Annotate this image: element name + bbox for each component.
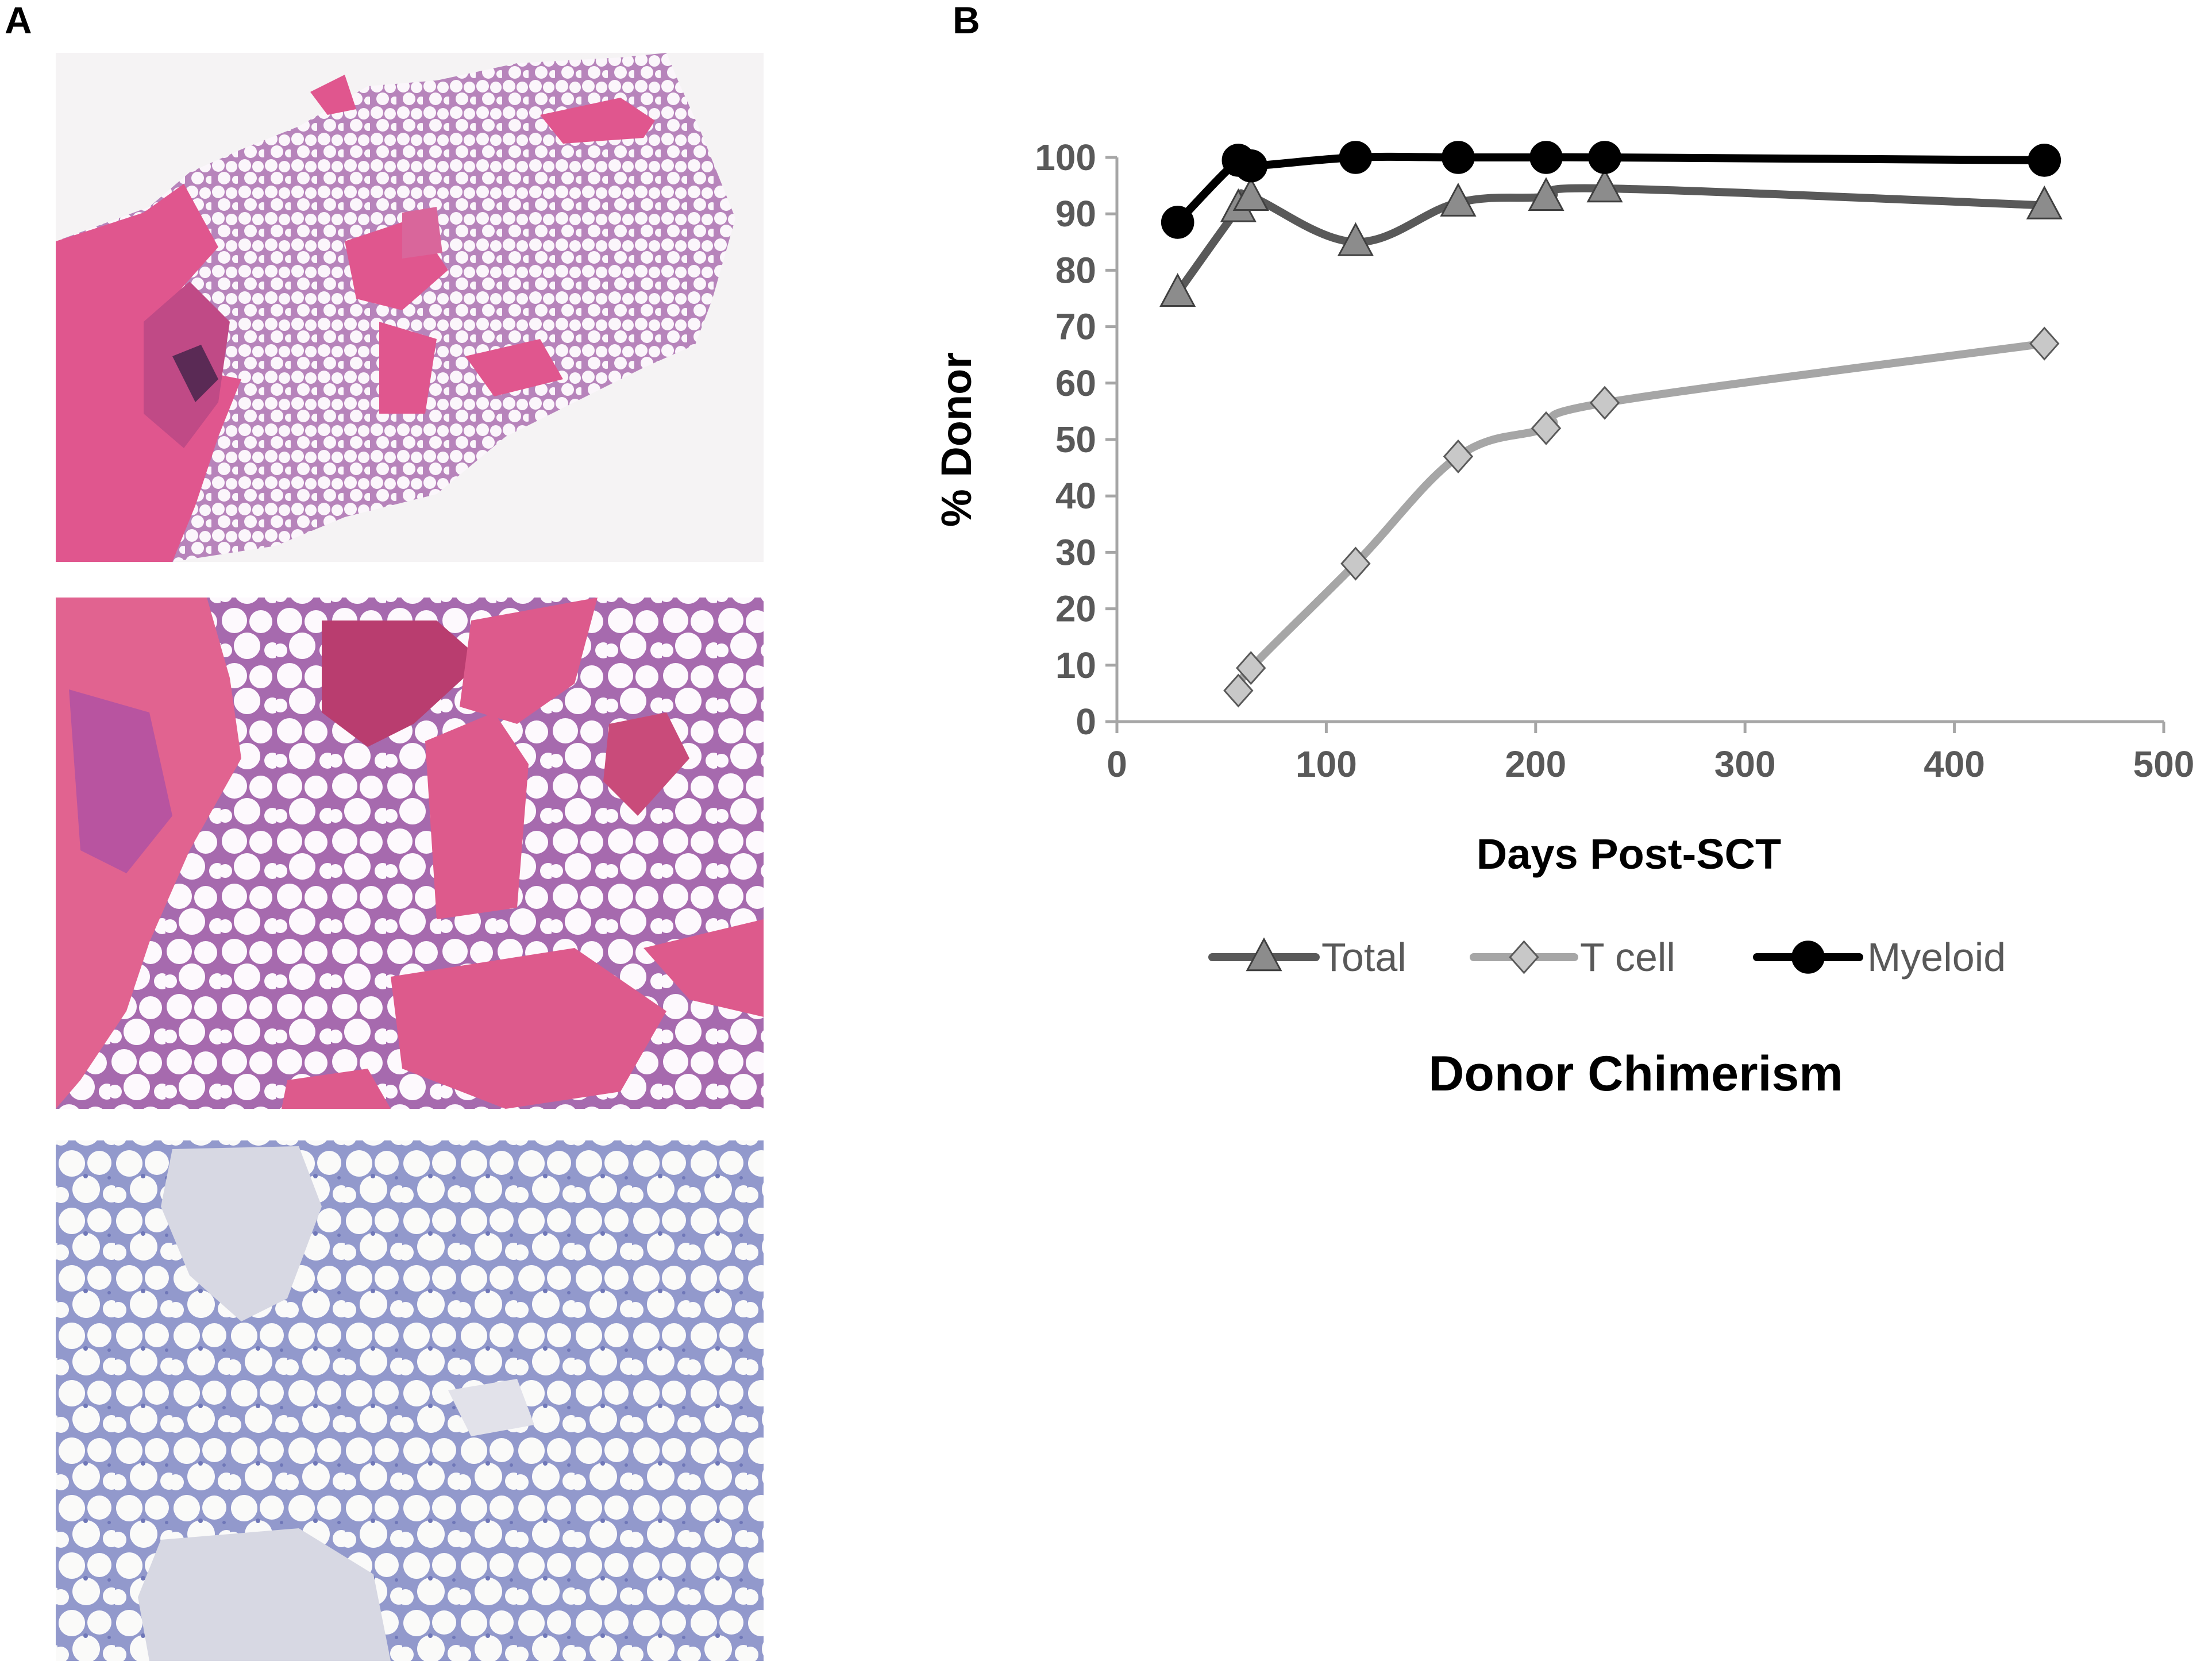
legend-item-myeloid: Myeloid [1753, 935, 2006, 980]
data-point-myeloid [1339, 141, 1373, 174]
data-point-t-cell [1223, 673, 1254, 708]
x-tick-label: 0 [1107, 743, 1127, 785]
data-point-t-cell [1589, 386, 1620, 420]
chart-title: Donor Chimerism [1428, 1046, 1843, 1101]
legend-label-total: Total [1321, 935, 1406, 980]
panel-a-label: A [5, 0, 32, 41]
legend-marker-t-cell [1509, 940, 1539, 974]
y-tick-label: 60 [1055, 363, 1096, 404]
data-point-myeloid [1442, 141, 1475, 174]
series-line-total [1173, 184, 2049, 297]
data-point-myeloid [1588, 141, 1621, 174]
data-point-myeloid [1234, 149, 1267, 183]
legend-label-myeloid: Myeloid [1867, 935, 2006, 980]
data-point-myeloid [1161, 206, 1194, 239]
series-line-t-cell [1234, 340, 2049, 695]
x-tick-label: 300 [1714, 743, 1776, 785]
data-point-total [1232, 177, 1269, 211]
data-point-t-cell [1236, 651, 1266, 685]
histology-image-immunostain [56, 1140, 764, 1661]
data-point-myeloid [1529, 141, 1563, 174]
x-tick-label: 100 [1296, 743, 1357, 785]
data-point-total [1159, 273, 1196, 307]
x-tick-label: 400 [1924, 743, 1985, 785]
chart-legend: Total T cell Myeloid [1208, 935, 2006, 980]
y-axis-ticks: 0 10 20 30 40 50 60 70 80 90 100 [1035, 137, 1117, 742]
series-markers [1159, 141, 2063, 708]
legend-item-t-cell: T cell [1470, 935, 1675, 980]
data-point-total [2026, 185, 2063, 219]
y-tick-label: 80 [1055, 249, 1096, 291]
data-point-t-cell [2029, 326, 2060, 361]
data-point-total [1528, 177, 1564, 211]
legend-marker-total [1246, 937, 1282, 972]
data-point-total [1586, 168, 1623, 203]
data-point-total [1337, 222, 1374, 256]
y-tick-label: 100 [1035, 137, 1096, 178]
histology-image-he-high-mag [56, 598, 764, 1109]
x-tick-label: 200 [1505, 743, 1566, 785]
legend-marker-myeloid [1791, 941, 1825, 974]
legend-label-t-cell: T cell [1580, 935, 1675, 980]
y-tick-label: 70 [1055, 306, 1096, 348]
data-point-t-cell [1443, 439, 1474, 474]
y-tick-label: 30 [1055, 531, 1096, 573]
y-tick-label: 40 [1055, 475, 1096, 517]
y-axis-title: % Donor [932, 352, 980, 527]
legend-item-total: Total [1208, 935, 1406, 980]
y-tick-label: 10 [1055, 645, 1096, 686]
y-tick-label: 50 [1055, 419, 1096, 460]
y-tick-label: 90 [1055, 193, 1096, 234]
chart-axes [1115, 157, 2164, 723]
data-point-t-cell [1340, 546, 1371, 581]
y-tick-label: 20 [1055, 588, 1096, 630]
series-lines [1173, 152, 2049, 695]
histology-image-he-low-mag [56, 53, 764, 562]
x-axis-title: Days Post-SCT [1477, 830, 1781, 878]
x-tick-label: 500 [2133, 743, 2195, 785]
data-point-myeloid [2028, 144, 2061, 177]
data-point-t-cell [1531, 411, 1562, 445]
data-point-total [1440, 183, 1477, 217]
y-tick-label: 0 [1076, 701, 1096, 742]
x-axis-ticks: 0 100 200 300 400 500 [1107, 722, 2194, 785]
panel-b-label: B [953, 0, 980, 41]
